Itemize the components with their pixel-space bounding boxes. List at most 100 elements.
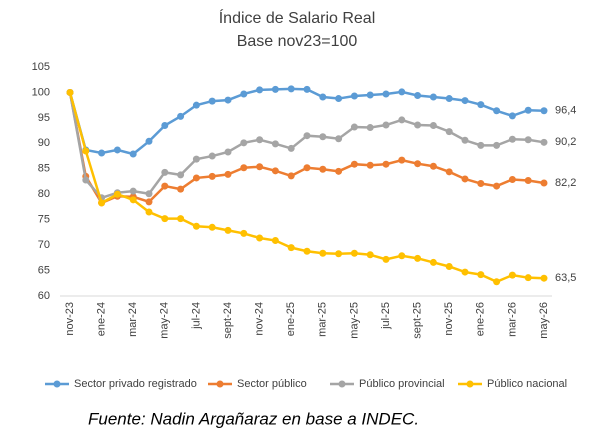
data-point bbox=[414, 121, 422, 129]
x-tick-label: jul-24 bbox=[190, 302, 202, 330]
data-point bbox=[319, 93, 327, 101]
data-point bbox=[350, 123, 358, 131]
data-point bbox=[398, 88, 406, 96]
data-point bbox=[335, 250, 343, 258]
data-point bbox=[414, 160, 422, 168]
data-point bbox=[319, 165, 327, 173]
x-tick-label: ene-26 bbox=[475, 302, 487, 336]
legend-label: Público provincial bbox=[359, 378, 445, 390]
data-point bbox=[508, 112, 516, 120]
data-point bbox=[429, 162, 437, 170]
x-tick-label: mar-26 bbox=[506, 302, 518, 337]
data-point bbox=[303, 247, 311, 255]
data-point bbox=[461, 97, 469, 105]
data-point bbox=[445, 168, 453, 176]
legend-label: Sector público bbox=[237, 378, 307, 390]
data-point bbox=[382, 160, 390, 168]
x-tick-label: may-25 bbox=[348, 302, 360, 339]
x-tick-label: sept-24 bbox=[222, 302, 234, 339]
data-point bbox=[508, 175, 516, 183]
data-point bbox=[177, 215, 185, 223]
value-label: 63,5 bbox=[555, 272, 576, 284]
data-point bbox=[161, 122, 169, 130]
data-point bbox=[208, 223, 216, 231]
data-point bbox=[271, 237, 279, 245]
data-point bbox=[287, 144, 295, 152]
data-point bbox=[461, 268, 469, 276]
data-point bbox=[366, 251, 374, 259]
data-point bbox=[192, 174, 200, 182]
data-point bbox=[350, 92, 358, 100]
y-tick-label: 85 bbox=[38, 163, 50, 175]
data-point bbox=[240, 164, 248, 172]
x-tick-label: nov-25 bbox=[443, 302, 455, 336]
data-point bbox=[66, 88, 74, 96]
x-tick-label: nov-24 bbox=[254, 302, 266, 336]
data-point bbox=[145, 137, 153, 145]
value-label: 90,2 bbox=[555, 136, 576, 148]
x-tick-label: jul-25 bbox=[380, 302, 392, 330]
data-point bbox=[177, 112, 185, 120]
y-tick-label: 65 bbox=[38, 264, 50, 276]
legend-label: Sector privado registrado bbox=[74, 378, 197, 390]
data-point bbox=[429, 93, 437, 101]
data-point bbox=[129, 150, 137, 158]
data-point bbox=[240, 90, 248, 98]
data-point bbox=[508, 271, 516, 279]
data-point bbox=[129, 196, 137, 204]
legend-marker bbox=[53, 380, 61, 388]
data-point bbox=[335, 135, 343, 143]
data-point bbox=[382, 90, 390, 98]
data-point bbox=[350, 160, 358, 168]
data-point bbox=[319, 133, 327, 141]
data-point bbox=[429, 122, 437, 130]
data-point bbox=[256, 136, 264, 144]
data-point bbox=[524, 176, 532, 184]
data-point bbox=[445, 95, 453, 103]
data-point bbox=[524, 274, 532, 282]
data-point bbox=[414, 254, 422, 262]
data-point bbox=[161, 168, 169, 176]
data-point bbox=[303, 85, 311, 93]
data-point bbox=[145, 190, 153, 198]
data-point bbox=[287, 172, 295, 180]
data-point bbox=[540, 179, 548, 187]
data-point bbox=[398, 116, 406, 124]
data-point bbox=[319, 249, 327, 257]
data-point bbox=[540, 138, 548, 146]
value-label: 82,2 bbox=[555, 177, 576, 189]
data-point bbox=[287, 85, 295, 93]
data-point bbox=[271, 140, 279, 148]
x-tick-label: mar-24 bbox=[127, 302, 139, 337]
data-point bbox=[271, 167, 279, 175]
data-point bbox=[177, 171, 185, 179]
data-point bbox=[540, 107, 548, 115]
legend-marker bbox=[466, 380, 474, 388]
data-point bbox=[366, 91, 374, 99]
data-point bbox=[477, 141, 485, 149]
data-point bbox=[82, 147, 90, 155]
data-point bbox=[493, 278, 501, 286]
data-point bbox=[303, 132, 311, 140]
x-tick-label: ene-24 bbox=[96, 302, 108, 336]
data-point bbox=[366, 124, 374, 132]
y-tick-label: 105 bbox=[32, 61, 50, 73]
data-point bbox=[224, 170, 232, 178]
data-point bbox=[224, 226, 232, 234]
data-point bbox=[493, 107, 501, 115]
data-point bbox=[398, 156, 406, 164]
data-point bbox=[161, 215, 169, 223]
data-point bbox=[524, 136, 532, 144]
data-point bbox=[335, 167, 343, 175]
data-point bbox=[98, 149, 106, 157]
source-note: Fuente: Nadin Argañaraz en base a INDEC. bbox=[88, 409, 419, 428]
x-tick-label: ene-25 bbox=[285, 302, 297, 336]
data-point bbox=[192, 155, 200, 163]
value-label: 96,4 bbox=[555, 105, 576, 117]
chart-title: Índice de Salario Real bbox=[219, 8, 376, 27]
x-tick-label: may-26 bbox=[538, 302, 550, 339]
data-point bbox=[145, 208, 153, 216]
y-tick-label: 60 bbox=[38, 290, 50, 302]
chart-subtitle: Base nov23=100 bbox=[237, 33, 358, 50]
series-line bbox=[68, 87, 545, 156]
